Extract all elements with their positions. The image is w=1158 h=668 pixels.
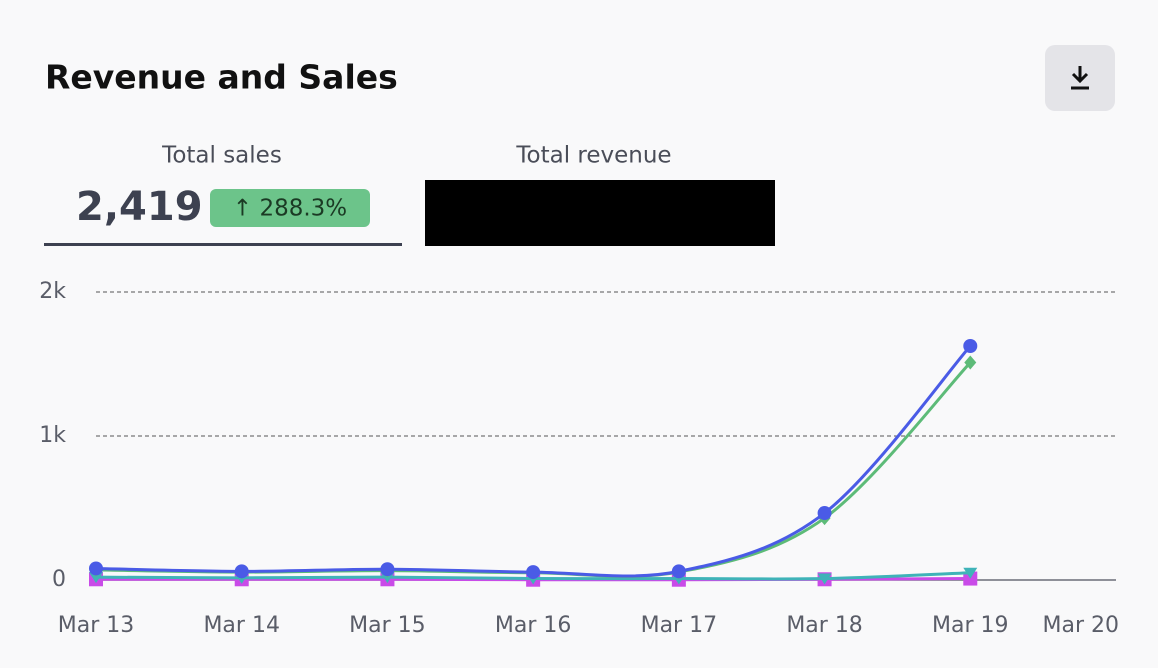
x-tick-label: Mar 19: [932, 613, 1009, 638]
kpi-value[interactable]: 2,419: [76, 184, 203, 230]
kpi-label[interactable]: Total sales: [161, 143, 282, 169]
card-title: Revenue and Sales: [45, 58, 398, 97]
y-tick-label: 1k: [39, 423, 66, 448]
x-tick-label: Mar 14: [203, 613, 280, 638]
x-tick-label: Mar 18: [786, 613, 863, 638]
x-tick-label: Mar 15: [349, 613, 426, 638]
x-tick-label: Mar 13: [58, 613, 135, 638]
x-tick-label: Mar 16: [495, 613, 572, 638]
x-tick-label: Mar 17: [641, 613, 718, 638]
redacted-value: [425, 180, 775, 246]
kpi-label[interactable]: Total revenue: [515, 143, 671, 169]
point: [963, 339, 978, 353]
point: [380, 562, 395, 577]
download-button[interactable]: [1045, 45, 1115, 111]
x-tick-label: Mar 20: [1043, 613, 1120, 638]
download-icon[interactable]: [1071, 66, 1089, 90]
point: [671, 564, 686, 579]
y-tick-label: 0: [52, 567, 66, 592]
point: [963, 567, 978, 579]
y-tick-label: 2k: [39, 279, 66, 304]
selected-underline: [44, 243, 402, 246]
point: [526, 565, 541, 580]
point: [89, 561, 103, 576]
point: [817, 506, 832, 521]
point: [234, 564, 249, 579]
change-badge: [210, 189, 370, 227]
point: [817, 573, 832, 585]
change-text: ↑ 288.3%: [233, 196, 347, 222]
point: [89, 572, 103, 584]
point: [964, 355, 977, 370]
